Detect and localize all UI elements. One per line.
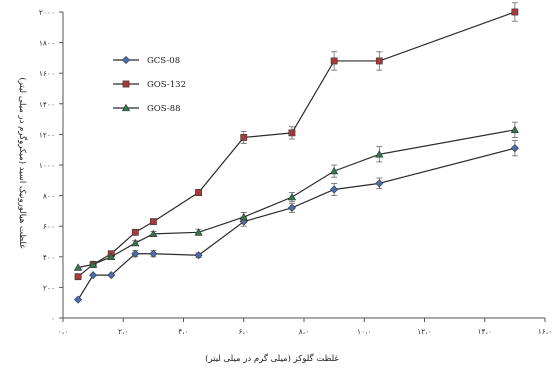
x-tick-label: ۶،۰	[239, 327, 249, 336]
y-tick-label: ۴۰۰	[43, 253, 55, 262]
x-tick-label: ۱۶،۰	[538, 327, 553, 336]
data-point	[375, 150, 384, 158]
y-tick-label: ۲۰۰	[43, 283, 55, 292]
data-point	[149, 249, 158, 258]
data-point	[131, 238, 140, 247]
x-tick-label: ۱۲،۰	[417, 327, 432, 336]
x-tick-label: ۱۴،۰	[477, 327, 492, 336]
legend-marker	[121, 103, 131, 112]
legend-item: GOS-132	[113, 80, 186, 90]
series-gos-88	[73, 121, 519, 271]
data-point	[288, 129, 296, 137]
data-point	[375, 57, 383, 65]
data-point	[330, 185, 339, 194]
y-axis-ticks: ۰ ۲۰۰ ۴۰۰ ۶۰۰ ۸۰۰ ۱۰۰۰ ۱۲۰۰ ۱۴۰۰ ۱۶۰۰ ۱۸۰۰ ۲۰۰۰	[39, 8, 63, 323]
data-point	[194, 251, 203, 260]
data-point	[240, 134, 248, 141]
series-gcs-08	[74, 140, 519, 304]
legend-marker	[121, 55, 131, 65]
x-axis-ticks: ۰،۰ ۲،۰ ۴،۰ ۶،۰ ۸،۰ ۱۰،۰ ۱۲،۰ ۱۴،۰ ۱۶،۰	[58, 318, 553, 336]
data-point	[73, 263, 83, 271]
data-point	[330, 166, 339, 175]
data-point	[131, 249, 140, 258]
data-point	[89, 271, 98, 280]
x-tick-label: ۰،۰	[58, 327, 68, 336]
data-point	[149, 229, 158, 238]
series-line	[77, 147, 516, 300]
x-tick-label: ۱۰،۰	[357, 327, 372, 336]
data-point	[511, 8, 519, 16]
y-tick-label: ۲۰۰۰	[39, 8, 55, 17]
data-point	[74, 295, 83, 304]
y-tick-label: ۱۰۰۰	[39, 161, 55, 170]
data-point	[194, 228, 203, 236]
data-point	[510, 144, 519, 153]
data-point	[375, 179, 384, 188]
axes	[62, 12, 545, 319]
legend-item: GOS-88	[113, 103, 181, 114]
data-point	[89, 260, 98, 268]
data-point	[287, 192, 297, 201]
y-tick-label: ۱۲۰۰	[39, 130, 55, 139]
legend-label: GOS-132	[147, 80, 186, 90]
y-tick-label: ۱۶۰۰	[39, 69, 55, 78]
legend: GCS-08 GOS-132 GOS-88	[113, 55, 186, 114]
x-tick-label: ۸،۰	[299, 327, 309, 336]
y-tick-label: ۸۰۰	[43, 192, 55, 201]
data-point	[195, 189, 202, 196]
x-axis-title: غلظت گلوکز (میلی گرم در میلی لیتر)	[205, 352, 339, 364]
series-layer	[73, 2, 519, 304]
data-point	[74, 273, 82, 281]
series-line	[77, 129, 515, 269]
data-point	[107, 252, 116, 260]
series-line	[77, 11, 516, 278]
legend-marker	[122, 80, 130, 88]
x-tick-label: ۲،۰	[118, 327, 128, 336]
y-tick-label: ۱۸۰۰	[39, 39, 55, 48]
legend-item: GCS-08	[113, 55, 180, 66]
data-point	[330, 57, 338, 65]
y-tick-label: ۶۰۰	[43, 222, 55, 231]
data-point	[149, 218, 157, 226]
data-point	[131, 228, 139, 236]
data-point	[510, 125, 519, 133]
data-point	[287, 203, 296, 212]
legend-label: GOS-88	[147, 104, 181, 114]
y-tick-label: ۱۴۰۰	[39, 100, 55, 109]
y-axis-title: غلظت هیالورونیک اسید (میکروگرم در میلی ل…	[17, 77, 29, 249]
data-point	[239, 212, 248, 221]
legend-label: GCS-08	[147, 56, 180, 66]
x-tick-label: ۴،۰	[178, 327, 188, 336]
data-point	[107, 271, 116, 280]
y-tick-label: ۰	[51, 314, 55, 323]
